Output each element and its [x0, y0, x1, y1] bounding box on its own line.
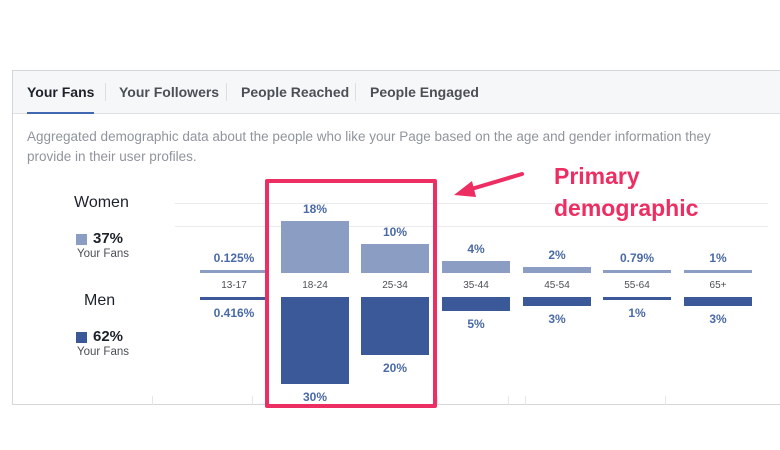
women-value-label: 1% — [709, 251, 727, 265]
men-swatch — [76, 332, 87, 343]
men-value-label: 0.416% — [213, 306, 255, 320]
tab-divider — [355, 83, 356, 101]
tab-people-engaged[interactable]: People Engaged — [370, 84, 479, 100]
men-legend-label: Men — [84, 292, 116, 309]
women-bar-45-54 — [523, 267, 591, 273]
age-tick-label: 55-64 — [624, 280, 650, 291]
age-tick-label: 25-34 — [382, 280, 408, 291]
age-tick-label: 35-44 — [463, 280, 489, 291]
men-bar-65+ — [684, 297, 752, 306]
age-tick-label: 13-17 — [221, 280, 247, 291]
women-swatch — [76, 234, 87, 245]
women-legend-label: Women — [74, 194, 129, 211]
women-bar-25-34 — [361, 244, 429, 273]
grid-line — [508, 396, 509, 405]
tab-divider — [105, 83, 106, 101]
tab-people-reached[interactable]: People Reached — [241, 84, 350, 100]
tab-bar: Your Fans Your Followers People Reached … — [13, 71, 780, 114]
women-bar-55-64 — [603, 270, 671, 273]
age-tick-label: 65+ — [709, 280, 727, 291]
age-tick-label: 18-24 — [302, 280, 328, 291]
women-percentage: 37% — [93, 230, 124, 247]
women-bar-18-24 — [281, 221, 349, 273]
men-value-label: 30% — [302, 389, 328, 404]
grid-line — [437, 396, 438, 405]
women-bar-35-44 — [442, 261, 510, 273]
men-value-label: 3% — [709, 311, 727, 326]
women-value-label: 2% — [548, 248, 566, 263]
women-sublabel: Your Fans — [77, 248, 129, 260]
men-bar-25-34 — [361, 297, 429, 355]
tab-your-fans[interactable]: Your Fans — [27, 71, 95, 114]
men-bar-13-17 — [200, 297, 268, 300]
men-sublabel: Your Fans — [77, 346, 129, 358]
men-value-label: 5% — [467, 317, 485, 332]
men-bar-55-64 — [603, 297, 671, 300]
women-value-label: 0.125% — [213, 251, 255, 265]
men-bar-35-44 — [442, 297, 510, 312]
description-text: Aggregated demographic data about the pe… — [27, 129, 711, 164]
women-value-label: 0.79% — [619, 251, 655, 265]
tab-your-followers[interactable]: Your Followers — [119, 84, 220, 100]
men-percentage: 62% — [93, 328, 124, 345]
men-value-label: 1% — [628, 306, 646, 320]
age-tick-label: 45-54 — [544, 280, 570, 291]
age-axis-strip — [175, 203, 768, 227]
women-bar-13-17 — [200, 270, 268, 273]
callout-arrow-icon — [454, 172, 524, 197]
tab-divider — [226, 83, 227, 101]
men-value-label: 3% — [548, 311, 566, 326]
grid-line — [525, 396, 526, 405]
grid-line — [252, 396, 253, 405]
annotation-line-1: Primary — [554, 163, 640, 189]
men-bar-45-54 — [523, 297, 591, 306]
annotation-line-2: demographic — [554, 195, 699, 221]
women-value-label: 10% — [382, 225, 408, 240]
grid-line — [152, 396, 153, 405]
grid-line — [665, 396, 666, 405]
men-value-label: 20% — [382, 360, 408, 375]
women-value-label: 18% — [302, 202, 328, 216]
women-value-label: 4% — [467, 242, 485, 257]
women-bar-65+ — [684, 270, 752, 273]
primary-demographic-highlight — [265, 179, 437, 408]
men-bar-18-24 — [281, 297, 349, 384]
primary-demographic-annotation: Primary demographic — [554, 160, 698, 224]
